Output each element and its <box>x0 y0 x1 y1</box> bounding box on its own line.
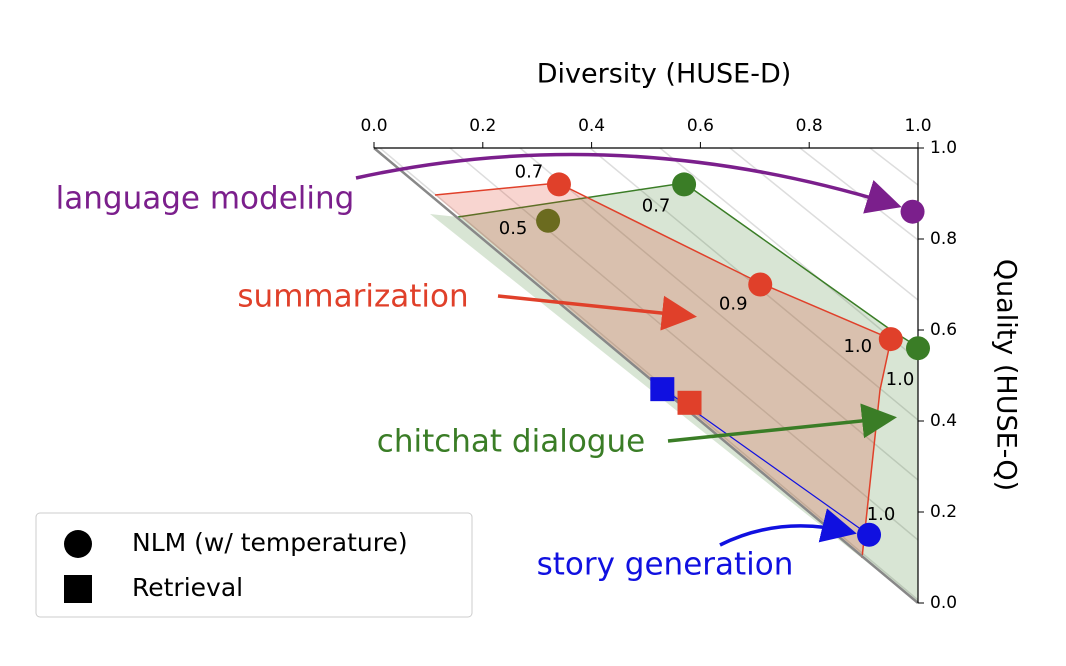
point <box>900 199 925 224</box>
legend-marker <box>64 530 92 558</box>
point <box>536 208 561 233</box>
point <box>672 172 697 197</box>
arrow <box>355 152 902 214</box>
point-label: 0.7 <box>515 161 544 182</box>
annotation: story generation <box>537 547 794 583</box>
retrieval-marker <box>650 377 675 402</box>
arrow <box>719 508 857 547</box>
x-tick-label: 0.6 <box>687 116 714 136</box>
y-tick-label: 0.0 <box>930 593 957 613</box>
y-tick-label: 0.6 <box>930 320 957 340</box>
point-label: 0.5 <box>499 218 528 239</box>
legend-label: NLM (w/ temperature) <box>132 528 408 557</box>
retrieval-marker <box>677 390 702 415</box>
point <box>748 272 773 297</box>
legend-label: Retrieval <box>132 573 243 602</box>
y-tick-label: 1.0 <box>930 138 957 158</box>
x-tick-label: 0.2 <box>469 116 496 136</box>
legend <box>35 512 473 618</box>
point-label: 1.0 <box>886 369 915 390</box>
arrow <box>497 294 697 331</box>
point <box>546 172 571 197</box>
annotation: chitchat dialogue <box>377 424 645 460</box>
annotation: language modeling <box>56 181 355 217</box>
point-label: 1.0 <box>867 504 896 525</box>
y-tick-label: 0.2 <box>930 502 957 522</box>
y-tick-label: 0.4 <box>930 411 957 431</box>
arrow <box>667 403 897 443</box>
point-label: 0.9 <box>719 294 748 315</box>
summarization-region <box>435 183 891 558</box>
x-tick-label: 1.0 <box>904 116 931 136</box>
x-tick-label: 0.4 <box>578 116 605 136</box>
x-axis-title: Diversity (HUSE-D) <box>537 59 792 90</box>
point <box>857 522 882 547</box>
chitchat-frontier <box>457 182 919 348</box>
x-tick-label: 0.0 <box>360 116 387 136</box>
point <box>878 327 903 352</box>
point-label: 1.0 <box>843 336 872 357</box>
x-tick-label: 0.8 <box>796 116 823 136</box>
y-axis-title: Quality (HUSE-Q) <box>991 259 1022 491</box>
legend-marker <box>64 575 92 603</box>
point-label: 0.7 <box>642 195 671 216</box>
point <box>906 336 930 361</box>
annotation: summarization <box>237 279 468 315</box>
y-tick-label: 0.8 <box>930 229 957 249</box>
